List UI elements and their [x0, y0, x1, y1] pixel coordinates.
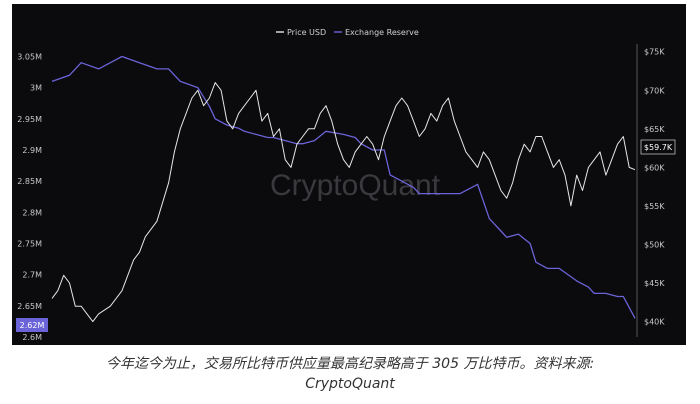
- legend-label-reserve: Exchange Reserve: [345, 28, 419, 37]
- series-line-price-usd: [51, 82, 636, 323]
- figure-caption-line-2: CryptoQuant: [305, 376, 395, 392]
- left-tick-label: 2.65M: [17, 302, 42, 311]
- right-tick-label: $60K: [644, 163, 665, 172]
- chart-panel: CryptoQuant Price USD Exchange Reserve 3…: [12, 4, 686, 345]
- reserve-current-marker: 2.62M: [16, 318, 48, 332]
- right-axis-ticks: $75K $70K $65K $60K $55K $50K $45K $40K: [644, 48, 665, 327]
- left-tick-label: 2.9M: [22, 146, 42, 155]
- price-current-badge: [640, 139, 676, 155]
- left-tick-label: 2.7M: [22, 271, 42, 280]
- right-tick-label: $50K: [644, 240, 665, 249]
- left-tick-label: 3M: [30, 84, 42, 93]
- left-tick-label: 3.05M: [17, 52, 42, 61]
- price-current-value: $59.7K: [644, 143, 673, 152]
- figure-caption-line-1: 今年迄今为止，交易所比特币供应量最高纪录略高于 305 万比特币。资料来源:: [105, 356, 595, 372]
- series-layer: [51, 55, 636, 323]
- price-current-marker: $59.7K: [640, 139, 676, 155]
- right-tick-label: $55K: [644, 202, 665, 211]
- left-tick-label: 2.75M: [17, 239, 42, 248]
- right-tick-label: $40K: [644, 318, 665, 327]
- left-tick-label: 2.85M: [17, 177, 42, 186]
- left-tick-label: 2.8M: [22, 208, 42, 217]
- left-tick-label: 2.6M: [22, 333, 42, 342]
- right-tick-label: $45K: [644, 279, 665, 288]
- chart-svg: CryptoQuant Price USD Exchange Reserve 3…: [16, 28, 676, 342]
- legend-label-price: Price USD: [287, 28, 326, 37]
- legend: Price USD Exchange Reserve: [276, 28, 419, 37]
- reserve-current-badge: [16, 318, 48, 332]
- watermark: CryptoQuant: [270, 169, 441, 202]
- right-tick-label: $65K: [644, 125, 665, 134]
- reserve-current-value: 2.62M: [20, 321, 45, 330]
- left-tick-label: 2.95M: [17, 115, 42, 124]
- right-tick-label: $75K: [644, 48, 665, 57]
- right-tick-label: $70K: [644, 86, 665, 95]
- left-axis-ticks: 3.05M 3M 2.95M 2.9M 2.85M 2.8M 2.75M 2.7M 2.65M 2…: [17, 52, 42, 342]
